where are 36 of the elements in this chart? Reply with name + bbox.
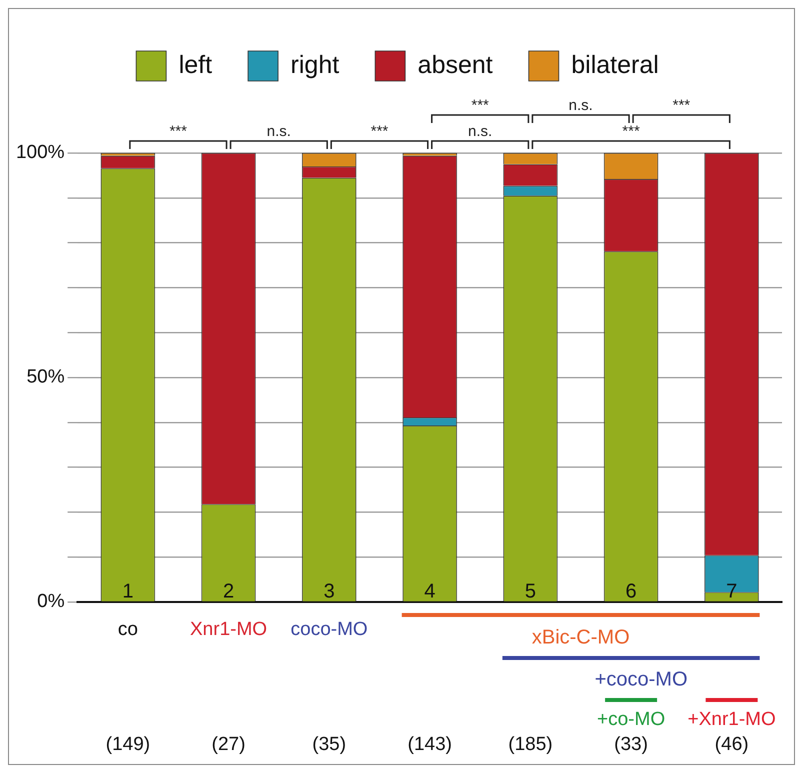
- y-tick-label: 50%: [26, 366, 65, 388]
- text: Xnr1-MO: [190, 619, 268, 640]
- y-tick-label: 100%: [16, 142, 65, 164]
- legend-label: bilateral: [571, 50, 659, 79]
- text: n.s.: [468, 123, 492, 140]
- text: (46): [714, 734, 749, 756]
- y-tick-label: 0%: [37, 591, 65, 612]
- text: n.s.: [266, 123, 291, 140]
- text: (149): [106, 734, 150, 756]
- text: xBic-C-MO: [532, 626, 630, 649]
- text: ***: [672, 97, 690, 114]
- x-tick-label: 5: [524, 580, 536, 603]
- text: (143): [408, 734, 452, 756]
- text: +Xnr1-MO: [688, 709, 776, 730]
- text: ***: [169, 123, 188, 140]
- x-tick-label: 2: [222, 580, 234, 603]
- legend-label: left: [178, 50, 212, 79]
- text: +co-MO: [597, 709, 666, 730]
- x-tick-label: 6: [625, 580, 637, 603]
- x-tick-label: 3: [324, 580, 335, 603]
- text: co: [118, 619, 138, 640]
- text: (185): [508, 734, 553, 756]
- text: ***: [622, 123, 640, 140]
- text: ***: [471, 97, 490, 114]
- legend-label: right: [290, 50, 340, 79]
- text: n.s.: [568, 97, 593, 114]
- x-tick-label: 7: [726, 580, 738, 603]
- text: (27): [212, 734, 246, 756]
- text: coco-MO: [290, 619, 368, 640]
- text: ***: [370, 123, 388, 140]
- x-tick-label: 4: [424, 580, 436, 603]
- text: +coco-MO: [594, 668, 688, 691]
- x-tick-label: 1: [122, 580, 134, 603]
- legend-label: absent: [418, 50, 493, 79]
- text: (33): [614, 734, 648, 756]
- text: (35): [312, 734, 346, 756]
